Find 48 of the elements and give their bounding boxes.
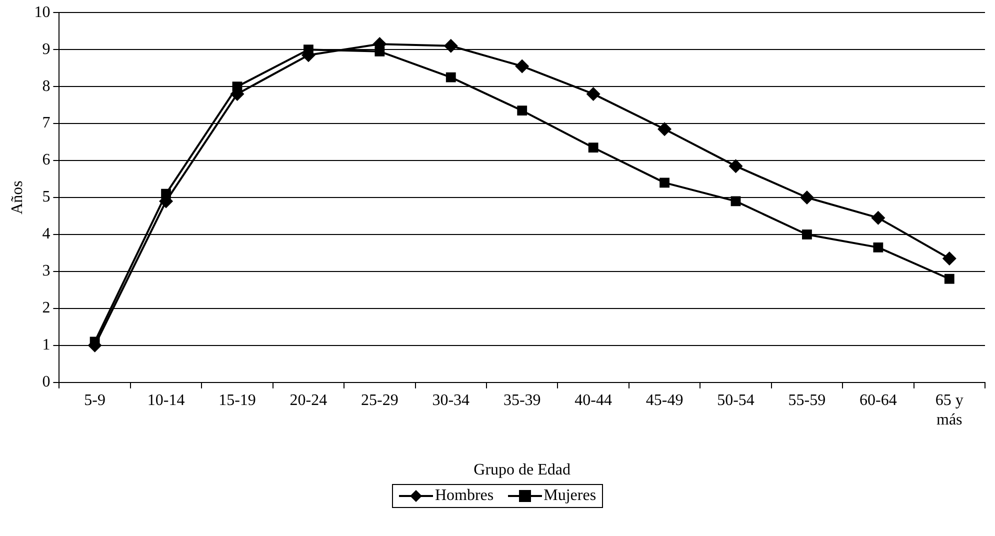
point (728, 159, 743, 174)
x-tick-label: 10-14 (147, 392, 185, 410)
legend-label: Hombres (434, 487, 494, 505)
point (444, 38, 458, 53)
point (942, 252, 956, 266)
y-tick-label: 4 (42, 226, 50, 243)
y-tick-label: 8 (42, 78, 50, 95)
y-tick-label: 0 (42, 374, 50, 391)
x-tick-label: 30-34 (432, 392, 470, 410)
x-tick-label: 25-29 (361, 392, 398, 410)
point (944, 274, 954, 284)
y-axis-title: Años (8, 180, 26, 214)
y-tick-label: 2 (42, 300, 50, 317)
y-tick-label: 3 (42, 262, 50, 280)
point (588, 142, 598, 153)
point (515, 59, 530, 74)
y-tick-label: 9 (42, 40, 50, 58)
point (586, 86, 600, 101)
x-tick-label: 40-44 (574, 392, 612, 410)
point (446, 72, 456, 82)
x-tick-label: 50-54 (717, 392, 754, 410)
x-tick-label: 45-49 (646, 392, 684, 410)
point (232, 82, 242, 92)
x-tick-label: 55-59 (788, 392, 826, 410)
x-tick-label: 60-64 (860, 392, 897, 410)
x-tick-label: 5-9 (84, 392, 106, 410)
x-tick-label: 15-19 (218, 392, 256, 410)
point (800, 190, 814, 204)
x-tick-label: 35-39 (503, 392, 541, 410)
point (304, 44, 314, 55)
x-tick-label: 20-24 (290, 392, 328, 410)
y-tick-label: 1 (42, 336, 50, 354)
point (871, 210, 886, 225)
point (873, 242, 884, 252)
y-tick-label: 10 (34, 4, 50, 21)
point (660, 178, 670, 188)
y-tick-label: 7 (42, 114, 50, 132)
point (802, 230, 812, 240)
y-tick-label: 5 (42, 188, 50, 206)
point (161, 188, 171, 199)
point (658, 122, 672, 136)
legend-label: Mujeres (544, 487, 596, 505)
x-axis-title: Grupo de Edad (474, 462, 571, 479)
point (730, 196, 741, 206)
point (517, 106, 528, 116)
x-tick-label: 65 y más (935, 392, 964, 428)
point (374, 46, 385, 56)
y-tick-label: 6 (42, 152, 50, 169)
